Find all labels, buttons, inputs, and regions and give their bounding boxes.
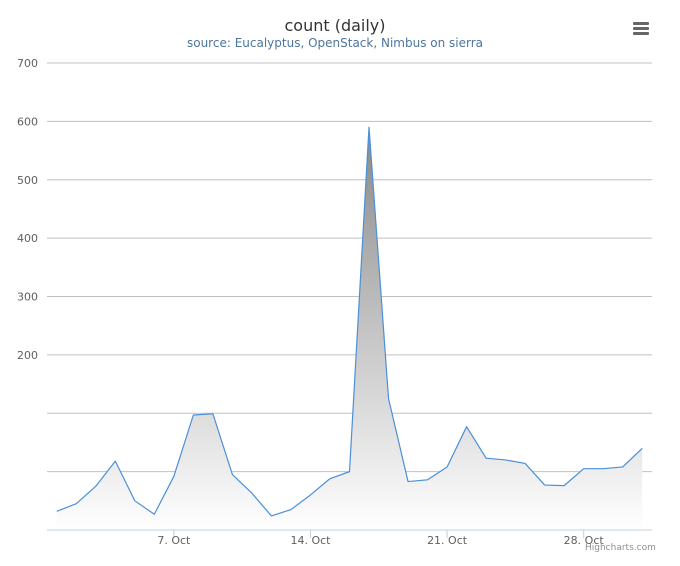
data-point[interactable] [600,466,606,472]
credits-link[interactable]: Highcharts.com [585,543,656,553]
data-point[interactable] [151,511,157,517]
y-tick-label: 700 [17,57,38,70]
data-point[interactable] [522,460,528,466]
data-point[interactable] [386,396,392,402]
data-point[interactable] [425,477,431,483]
data-point[interactable] [639,445,645,451]
data-point[interactable] [561,483,567,489]
y-tick-label: 500 [17,174,38,187]
y-tick-label: 400 [17,232,38,245]
data-point[interactable] [229,472,235,478]
data-point[interactable] [93,483,99,489]
data-point[interactable] [268,513,274,519]
hamburger-menu-icon[interactable] [629,18,653,40]
data-point[interactable] [327,476,333,482]
data-point[interactable] [542,482,548,488]
data-point[interactable] [171,473,177,479]
series-line [56,126,643,517]
x-tick-label: 21. Oct [427,534,468,547]
y-tick-label: 200 [17,349,38,362]
data-point[interactable] [112,458,118,464]
chart-subtitle: source: Eucalyptus, OpenStack, Nimbus on… [186,36,484,50]
data-point[interactable] [620,464,626,470]
data-point[interactable] [366,124,372,130]
x-tick-label: 14. Oct [290,534,331,547]
data-point[interactable] [347,469,353,475]
data-point[interactable] [503,457,509,463]
data-point[interactable] [54,508,60,514]
data-point[interactable] [483,455,489,461]
data-point[interactable] [405,479,411,485]
x-tick-label: 7. Oct [157,534,191,547]
y-tick-label: 600 [17,115,38,128]
data-point[interactable] [249,490,255,496]
data-point[interactable] [581,466,587,472]
y-tick-label: 300 [17,291,38,304]
data-point[interactable] [190,412,196,418]
chart-title: count (daily) [284,16,386,35]
data-point[interactable] [444,464,450,470]
data-point[interactable] [464,424,470,430]
x-tick-label: 28. Oct [564,534,605,547]
data-point[interactable] [73,501,79,507]
data-point[interactable] [210,411,216,417]
data-point[interactable] [288,507,294,513]
data-point[interactable] [307,492,313,498]
series-area [56,127,643,531]
data-point[interactable] [132,498,138,504]
